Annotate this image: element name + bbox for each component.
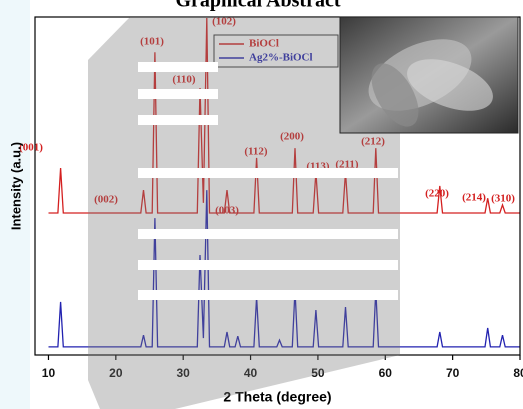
side-strip — [0, 0, 30, 409]
watermark-bar — [138, 290, 398, 300]
watermark-bar — [138, 115, 218, 125]
x-tick-label: 20 — [109, 366, 123, 380]
peak-label: (003) — [215, 205, 239, 217]
sem-flake — [407, 59, 493, 111]
x-tick-label: 80 — [513, 366, 523, 380]
sem-inset — [339, 16, 519, 134]
data-line — [48, 190, 520, 348]
peak-label: (310) — [491, 193, 515, 205]
watermark-bar — [138, 168, 398, 178]
chart-title: Graphical Abstract — [176, 0, 341, 12]
x-tick-label: 50 — [311, 366, 325, 380]
x-tick-label: 70 — [446, 366, 460, 380]
watermark-bar — [138, 62, 218, 72]
peak-label: (110) — [172, 74, 196, 86]
peak-label: (001) — [19, 142, 43, 154]
legend-label: BiOCl — [249, 38, 279, 50]
watermark-bar — [138, 260, 398, 270]
peak-label: (200) — [280, 131, 304, 143]
legend-box — [213, 34, 339, 68]
peak-label: (214) — [462, 192, 486, 204]
peak-label: (220) — [425, 188, 449, 200]
y-axis-label: Intensity (a.u.) — [8, 142, 23, 230]
watermark-bar — [138, 229, 398, 239]
peak-label: (212) — [361, 136, 385, 148]
x-tick-label: 30 — [177, 366, 191, 380]
plot-frame — [34, 16, 521, 356]
plot-area: (001) (002) (101) (110) (102) (003) (112) (200)… — [19, 16, 520, 348]
peak-label: (102) — [212, 16, 236, 28]
peak-label: (101) — [140, 36, 164, 48]
peak-label: (002) — [94, 194, 118, 206]
peak-label: (211) — [335, 159, 359, 171]
x-tick-label: 40 — [244, 366, 258, 380]
data-line — [48, 17, 520, 214]
watermark-bar — [138, 89, 218, 99]
x-axis-label: 2 Theta (degree) — [223, 389, 331, 405]
watermark — [88, 17, 400, 409]
x-tick-label: 60 — [379, 366, 393, 380]
sem-flake — [371, 63, 419, 127]
x-tick-label: 10 — [42, 366, 56, 380]
peak-label: (112) — [244, 146, 268, 158]
legend-label: Ag2%-BiOCl — [249, 52, 313, 64]
